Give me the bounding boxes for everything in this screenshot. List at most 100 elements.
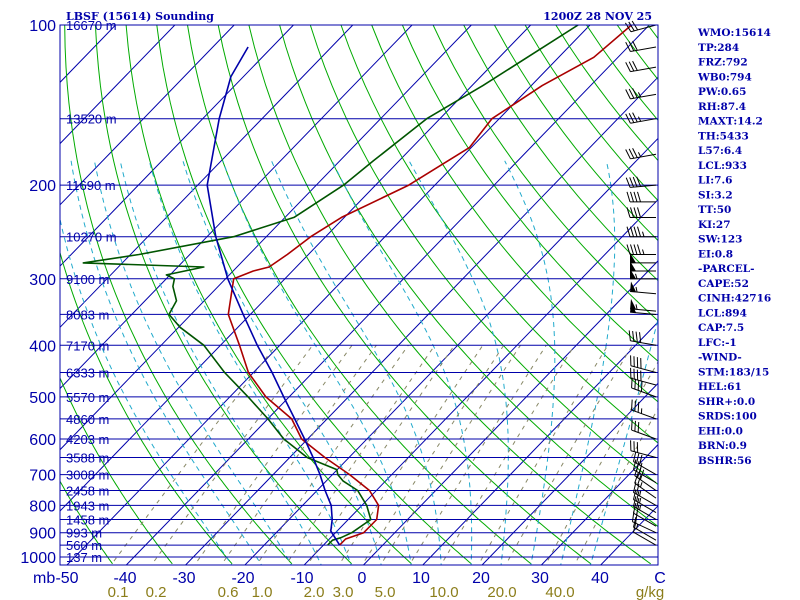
temperature-profile <box>227 25 633 546</box>
index-value: -PARCEL- <box>698 263 754 275</box>
moist-adiabat <box>504 160 556 565</box>
temperature-tick-label: 20 <box>472 570 490 587</box>
temperature-tick-label: 30 <box>531 570 549 587</box>
dry-adiabat <box>309 25 658 486</box>
index-value: TH:5433 <box>698 130 749 142</box>
mixing-ratio-line <box>361 345 505 565</box>
height-label: 13520 m <box>66 112 117 127</box>
chart-title: LBSF (15614) Sounding <box>66 10 214 23</box>
index-value: RH:87.4 <box>698 101 746 113</box>
height-label: 4203 m <box>66 432 109 447</box>
wind-barb <box>630 440 657 458</box>
wind-barb <box>624 20 657 33</box>
wind-barb <box>625 148 657 160</box>
mixing-ratio-line <box>285 345 436 565</box>
pressure-label: 200 <box>29 178 56 195</box>
wind-barb <box>632 496 657 520</box>
mixing-ratio-line <box>573 407 658 565</box>
wind-barb <box>631 419 657 440</box>
temperature-tick-label: -10 <box>290 570 313 587</box>
index-value: SI:3.2 <box>698 189 733 201</box>
moist-adiabat <box>331 160 473 565</box>
dry-adiabat <box>60 480 113 565</box>
pressure-label: 900 <box>29 526 56 543</box>
wind-barb <box>626 226 656 238</box>
index-value: SW:123 <box>698 234 742 246</box>
index-value: CAPE:52 <box>698 278 749 290</box>
mixing-ratio-line <box>255 345 409 565</box>
index-value: WB0:794 <box>697 71 752 83</box>
isotherm-line <box>60 25 472 451</box>
dry-adiabat <box>248 25 651 565</box>
moist-adiabat <box>60 216 233 565</box>
dry-adiabat <box>60 376 173 565</box>
wind-barb <box>625 176 657 188</box>
height-label: 9100 m <box>66 272 109 287</box>
moist-adiabat <box>70 160 263 565</box>
isotherm-line <box>60 25 235 206</box>
wind-barb <box>630 298 657 312</box>
index-value: BRN:0.9 <box>698 440 747 452</box>
mixing-ratio-label: 5.0 <box>375 584 396 600</box>
height-label: 1458 m <box>66 512 109 527</box>
mixing-ratio-line <box>110 344 277 565</box>
moist-adiabat <box>148 160 352 565</box>
wind-barb <box>632 451 657 476</box>
mixing-ratio-line <box>380 345 521 565</box>
temperature-tick-label: -50 <box>55 570 78 587</box>
index-value: LI:7.6 <box>698 175 732 187</box>
index-value: L57:6.4 <box>698 145 742 157</box>
wind-barb <box>625 60 657 73</box>
temperature-tick-label: -40 <box>113 570 136 587</box>
pressure-label: 400 <box>29 338 56 355</box>
height-label: 5570 m <box>66 390 109 405</box>
mixing-ratio-line <box>306 345 455 565</box>
mixing-ratio-line <box>440 345 575 565</box>
dry-adiabat <box>125 25 412 565</box>
index-value: TP:284 <box>698 42 739 54</box>
mixing-unit-label: g/kg <box>636 584 664 600</box>
mixing-ratio-label: 0.6 <box>218 584 239 600</box>
wind-barb <box>625 88 657 100</box>
isotherm-line <box>60 25 413 390</box>
height-label: 4860 m <box>66 412 109 427</box>
isotherm-line <box>60 25 294 267</box>
mixing-ratio-label: 0.1 <box>108 584 129 600</box>
isotherm-line <box>60 25 354 329</box>
wind-barb <box>626 191 656 203</box>
height-label: 6333 m <box>66 366 109 381</box>
valid-time: 1200Z 28 NOV 25 <box>543 10 652 23</box>
pressure-label: 300 <box>29 272 56 289</box>
dewpoint-profile <box>82 25 579 546</box>
moist-adiabat <box>93 160 292 565</box>
temperature-tick-label: 40 <box>591 570 609 587</box>
wind-barb <box>628 330 657 346</box>
wind-barb <box>632 502 657 527</box>
mixing-ratio-label: 20.0 <box>487 584 516 600</box>
mixing-ratio-label: 0.2 <box>146 584 167 600</box>
index-value: LCL:933 <box>698 160 747 172</box>
height-label: 993 m <box>66 526 102 541</box>
moist-adiabat <box>589 317 658 565</box>
index-value: FRZ:792 <box>698 57 748 69</box>
stability-indices-panel: WMO:15614 TP:284 FRZ:792 WB0:794 PW:0.65 RH:8… <box>697 27 771 467</box>
index-value: KI:27 <box>698 219 731 231</box>
height-label: 1943 m <box>66 498 109 513</box>
wind-barb <box>634 473 657 499</box>
wind-barb <box>631 377 657 398</box>
dry-adiabat <box>217 25 592 565</box>
wind-barb <box>631 399 657 420</box>
wind-barb <box>630 252 656 264</box>
dry-adiabat <box>432 25 658 322</box>
height-label: 3008 m <box>66 468 109 483</box>
temperature-tick-label: 10 <box>412 570 430 587</box>
dry-adiabat <box>60 250 233 565</box>
mixing-ratio-line <box>544 361 658 565</box>
height-label: 137 m <box>66 550 102 565</box>
height-label: 7170 m <box>66 338 109 353</box>
mixing-ratio-label: 40.0 <box>545 584 574 600</box>
moist-adiabat <box>408 160 509 565</box>
parcel-profile <box>206 46 341 546</box>
